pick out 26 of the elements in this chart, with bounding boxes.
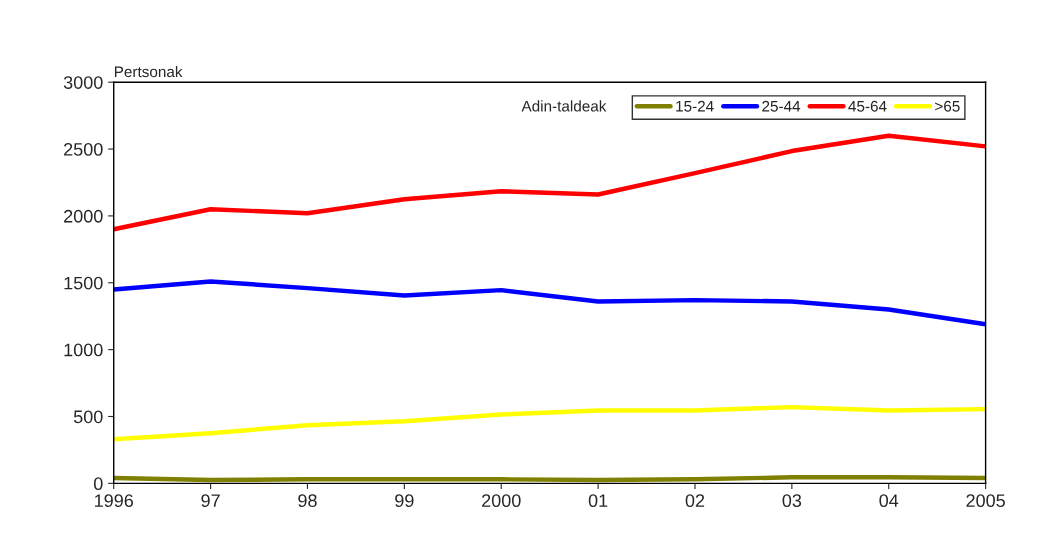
legend-title: Adin-taldeak (521, 100, 607, 112)
x-tick-label: 02 (685, 494, 705, 508)
y-tick-label: 500 (73, 410, 103, 424)
x-tick-label: 99 (395, 494, 414, 508)
x-tick-label: 98 (298, 494, 317, 508)
x-tick-label: 1996 (95, 494, 134, 508)
x-tick-label: 04 (879, 494, 899, 508)
line-series (113, 133, 986, 232)
y-tick-label: 2500 (64, 142, 103, 156)
line-series (113, 404, 986, 442)
y-tick-label: 0 (93, 477, 103, 491)
x-tick-label: 03 (782, 494, 802, 508)
legend-label: 45-64 (848, 100, 887, 112)
legend-label: 15-24 (676, 100, 714, 112)
x-tick-label: 01 (588, 494, 608, 508)
y-axis-title: Pertsonak (114, 65, 183, 78)
y-tick-label: 1500 (64, 276, 103, 290)
legend-label: 25-44 (762, 100, 801, 112)
y-tick-label: 1000 (64, 343, 103, 357)
y-tick-label: 2000 (64, 209, 103, 223)
x-tick-label: 2005 (966, 494, 1005, 508)
x-tick-label: 97 (201, 494, 220, 508)
legend-label: >65 (935, 100, 960, 112)
x-tick-label: 2000 (482, 494, 521, 508)
line-series (113, 279, 986, 327)
y-tick-label: 3000 (63, 76, 103, 89)
